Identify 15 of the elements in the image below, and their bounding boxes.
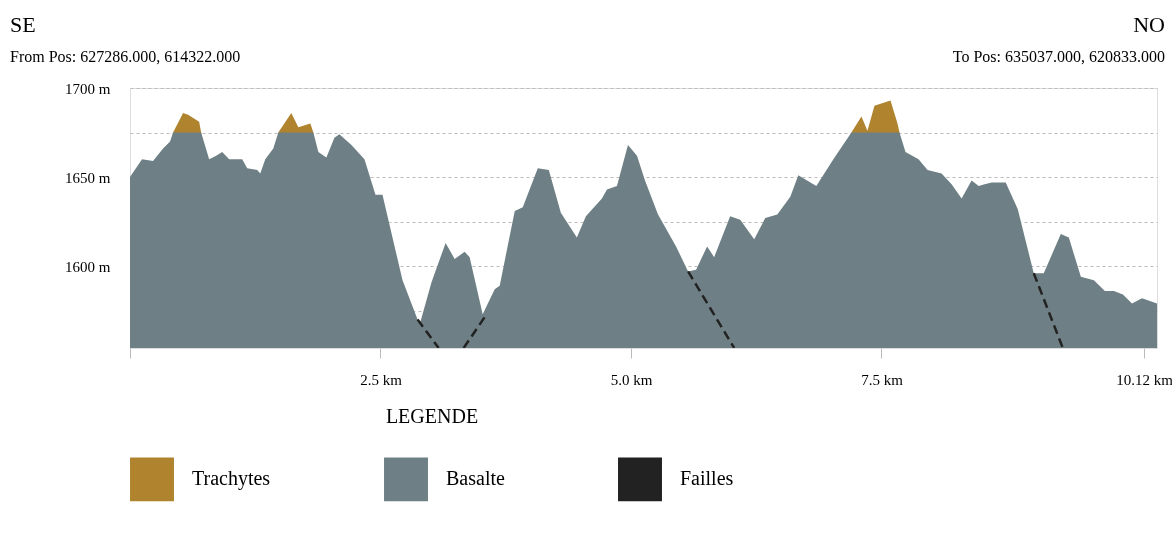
legend-label: Basalte — [446, 467, 505, 490]
text: SE — [10, 12, 36, 37]
legend-title: LEGENDE — [385, 405, 479, 427]
legend-label: Trachytes — [192, 467, 271, 491]
y-tick-label: 1650 m — [65, 169, 111, 186]
x-tick-label: 2.5 km — [360, 371, 403, 388]
text: From Pos: 627286.000, 614322.000 — [10, 48, 241, 65]
text: NO — [1133, 12, 1165, 37]
y-tick-label: 1700 m — [65, 80, 111, 97]
text: To Pos: 635037.000, 620833.000 — [952, 48, 1165, 65]
x-tick-label: 7.5 km — [861, 371, 904, 388]
x-tick-label: 5.0 km — [610, 371, 653, 388]
legend-label: Failles — [680, 467, 734, 490]
y-tick-label: 1600 m — [65, 258, 111, 275]
x-tick-label: 10.12 km — [1116, 371, 1174, 388]
